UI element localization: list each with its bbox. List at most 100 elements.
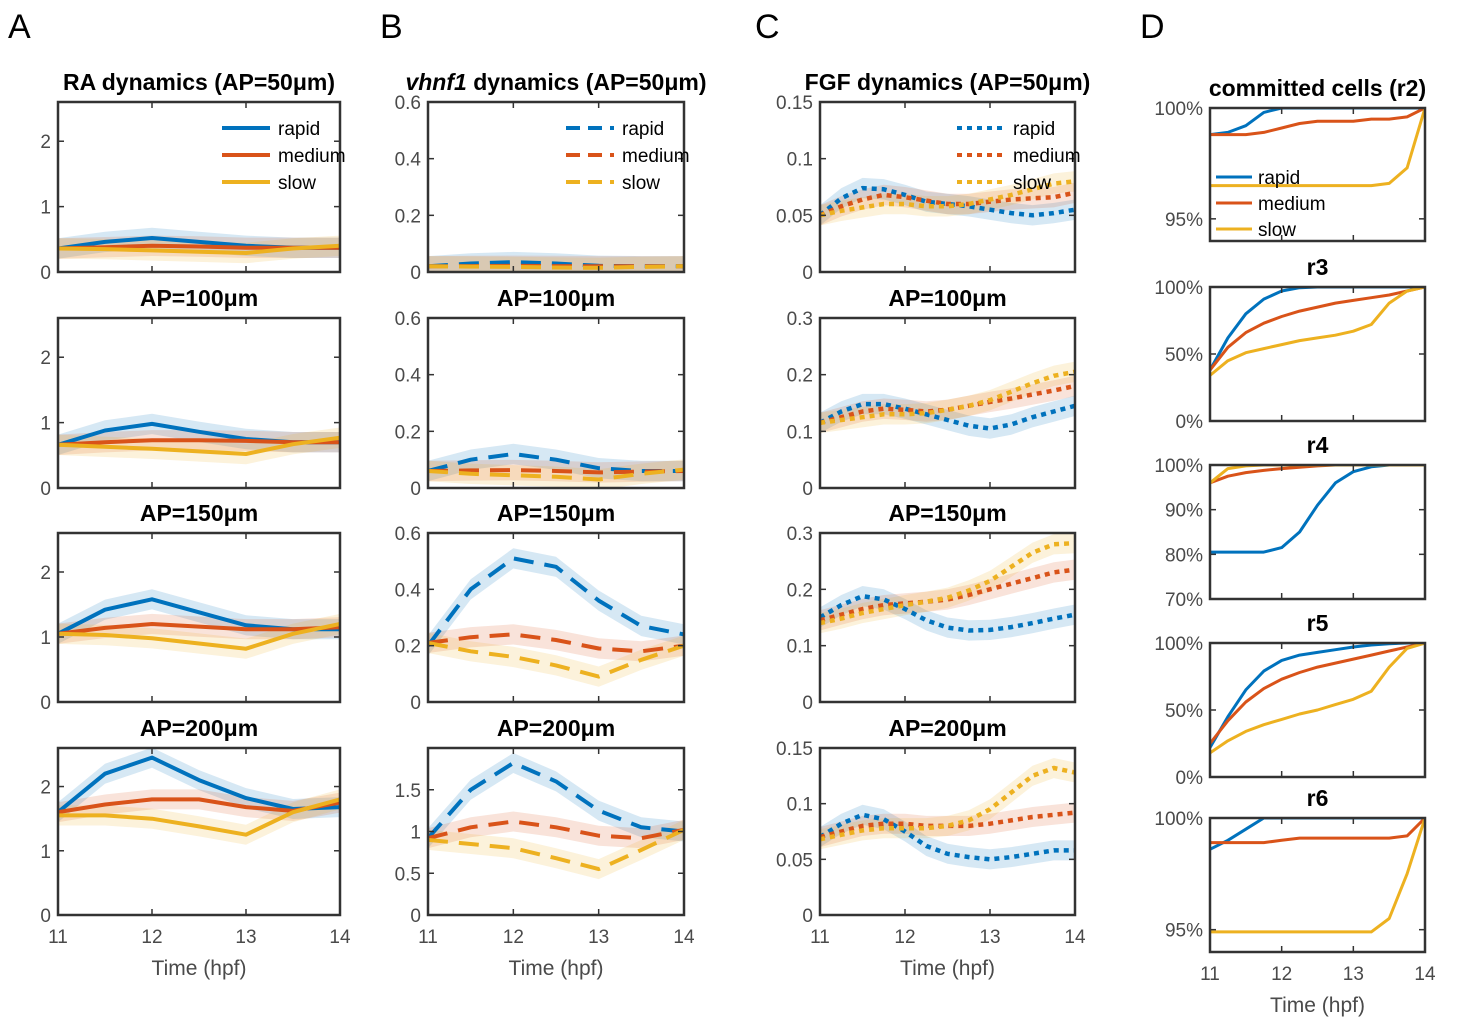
- band-rapid-a1: [58, 413, 340, 455]
- subplot-title: r5: [1307, 610, 1329, 636]
- series-line-slow-c2: [820, 540, 1075, 626]
- axes-box-c3: [818, 746, 1077, 917]
- xtick-label: 11: [48, 927, 68, 948]
- ytick-label: 0.2: [787, 366, 813, 387]
- subplot-b1: 0 0.2 0.4 0.6 AP=100μm: [395, 285, 686, 500]
- legend-label-slow: slow: [278, 173, 316, 194]
- subplot-title: AP=200μm: [140, 715, 258, 741]
- legend-label-rapid: rapid: [1258, 168, 1300, 189]
- ytick-label: 1: [40, 414, 51, 435]
- ytick-label: 0: [802, 479, 813, 500]
- axes-box-a1: [56, 316, 342, 490]
- series-line-rapid-c2: [820, 593, 1075, 633]
- xtick-label: 11: [810, 927, 830, 948]
- subplot-d2: 70% 80% 90% 100% r4: [1154, 432, 1427, 611]
- subplot-title: r3: [1307, 254, 1329, 280]
- axes-box-d4: [1208, 816, 1427, 954]
- x-axis-label: Time (hpf): [900, 957, 995, 980]
- series-line-rapid-d2: [1210, 465, 1425, 554]
- legend-label-medium: medium: [1258, 194, 1326, 215]
- series-line-rapid-b3: [428, 761, 684, 840]
- ytick-label: 1.5: [395, 781, 421, 802]
- legend-label-medium: medium: [278, 146, 346, 167]
- panel-letter-a: A: [8, 8, 31, 46]
- series-line-slow-c0: [820, 179, 1075, 218]
- subplot-title: r6: [1307, 785, 1329, 811]
- subplot-title: RA dynamics (AP=50μm): [63, 69, 335, 95]
- ytick-label: 0.2: [787, 580, 813, 601]
- ytick-label: 2: [40, 348, 51, 369]
- series-line-slow-d1: [1210, 287, 1425, 377]
- series-line-medium-c0: [820, 190, 1075, 218]
- xtick-label: 13: [979, 927, 1000, 948]
- axes-box-d0: [1208, 106, 1427, 243]
- ytick-label: 0.15: [776, 739, 813, 760]
- ytick-label: 0%: [1176, 412, 1204, 433]
- ytick-label: 0.3: [787, 524, 813, 545]
- panel-letter-c: C: [755, 8, 780, 46]
- series-line-slow-b3: [428, 827, 684, 872]
- legend-label-medium: medium: [1013, 146, 1081, 167]
- subplot-b2: 0 0.2 0.4 0.6 AP=150μm: [395, 500, 686, 714]
- ytick-label: 0.05: [776, 850, 813, 871]
- panel-letter-b: B: [380, 8, 403, 46]
- band-slow-c3: [820, 758, 1075, 850]
- xtick-label: 12: [894, 927, 915, 948]
- subplot-b3: 0 0.5 1 1.5 11 12 13 14 Time (hpf) AP=200μm: [395, 715, 695, 980]
- subplot-c3: 0 0.05 0.1 0.15 11 12 13 14 Time (hpf) AP=200μm: [776, 715, 1086, 980]
- series-line-rapid-c1: [820, 401, 1075, 431]
- series-line-slow-a0: [58, 243, 340, 255]
- axes-box-a2: [56, 531, 342, 704]
- series-line-rapid-d4: [1210, 818, 1425, 851]
- ytick-label: 1: [40, 628, 51, 649]
- band-slow-b3: [428, 819, 684, 880]
- subplot-title: committed cells (r2): [1209, 75, 1426, 101]
- series-line-medium-b3: [428, 819, 684, 841]
- series-line-medium-c3: [820, 810, 1075, 840]
- ytick-label: 0.6: [395, 93, 421, 114]
- ytick-label: 0.6: [395, 309, 421, 330]
- ytick-label: 0: [410, 906, 421, 927]
- subplot-title: AP=100μm: [497, 285, 615, 311]
- ytick-label: 2: [40, 778, 51, 799]
- subplot-title: AP=200μm: [497, 715, 615, 741]
- ytick-label: 0.4: [395, 150, 422, 171]
- ytick-label: 0: [802, 906, 813, 927]
- subplot-title: AP=100μm: [888, 285, 1006, 311]
- ytick-label: 0: [410, 263, 421, 284]
- legend-label-slow: slow: [1013, 173, 1051, 194]
- series-line-medium-a2: [58, 622, 340, 636]
- band-medium-c2: [820, 559, 1075, 631]
- ytick-label: 0.3: [787, 309, 813, 330]
- legend-label-medium: medium: [622, 146, 690, 167]
- axes-box-b2: [426, 531, 686, 704]
- ytick-label: 0.1: [787, 422, 813, 443]
- subplot-d3: 0% 50% 100% r5: [1154, 610, 1427, 789]
- ytick-label: 0.6: [395, 524, 421, 545]
- subplot-a2: 0 1 2 AP=150μm: [40, 500, 342, 714]
- ytick-label: 0: [40, 906, 51, 927]
- series-line-slow-a3: [58, 797, 340, 837]
- series-line-medium-c1: [820, 383, 1075, 425]
- panel-letter-d: D: [1140, 8, 1165, 46]
- legend-label-slow: slow: [1258, 220, 1296, 241]
- x-axis-label: Time (hpf): [509, 957, 604, 980]
- subplot-title: vhnf1 dynamics (AP=50μm): [405, 69, 706, 95]
- ytick-label: 95%: [1165, 210, 1203, 231]
- xtick-label: 11: [418, 927, 438, 948]
- xtick-label: 14: [1414, 964, 1436, 985]
- x-axis-label: Time (hpf): [1270, 994, 1365, 1017]
- band-medium-a2: [58, 613, 340, 644]
- band-medium-c1: [820, 375, 1075, 433]
- ytick-label: 0.1: [787, 637, 813, 658]
- band-medium-c3: [820, 802, 1075, 848]
- ytick-label: 0: [40, 693, 51, 714]
- series-line-rapid-b2: [428, 556, 684, 647]
- ytick-label: 0: [410, 693, 421, 714]
- band-rapid-c1: [820, 393, 1075, 439]
- subplot-title: AP=150μm: [888, 500, 1006, 526]
- ytick-label: 100%: [1154, 99, 1203, 120]
- ytick-label: 1: [40, 198, 51, 219]
